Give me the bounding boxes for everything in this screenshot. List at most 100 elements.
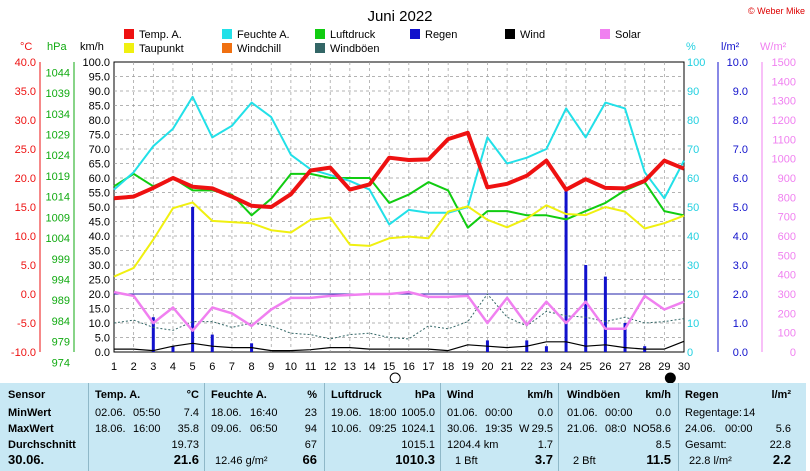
rain-bar <box>603 276 607 352</box>
wind-tick-label: 80.0 <box>89 115 110 127</box>
temp-tick-label: 40.0 <box>15 57 36 69</box>
stats-gust-bft: 2 Bft <box>573 455 596 467</box>
stats-rain-current: 2.2 <box>772 452 791 467</box>
stats-gust-unit: km/h <box>645 389 671 401</box>
pressure-axis-unit: hPa <box>47 41 67 53</box>
pressure-tick-label: 974 <box>52 357 70 369</box>
stats-wind-max-dir: W <box>519 423 530 435</box>
rain-bar <box>210 334 214 352</box>
stats-pressure-avg: 1015.1 <box>401 439 435 451</box>
wind-tick-label: 55.0 <box>89 188 110 200</box>
stats-temp-header: Temp. A. <box>95 389 141 401</box>
solar-tick-label: 400 <box>778 270 796 282</box>
legend-swatch-5 <box>600 29 610 39</box>
solar-tick-label: 1400 <box>772 76 796 88</box>
rain-tick-label: 8.0 <box>733 115 748 127</box>
legend-label-1: Feuchte A. <box>237 29 290 41</box>
copyright-text[interactable]: © Weber Mike <box>748 6 805 16</box>
stats-gust-max-dir: NO <box>633 423 650 435</box>
legend-swatch-8 <box>315 43 325 53</box>
chart-legend: Temp. A. Feuchte A. Luftdruck Regen Wind Sola… <box>124 29 641 55</box>
humidity-tick-label: 30 <box>687 260 699 272</box>
solar-tick-label: 500 <box>778 250 796 262</box>
solar-tick-label: 1500 <box>772 57 796 69</box>
rain-bar <box>564 189 568 352</box>
stats-pressure-max-time: 09:25 <box>369 423 397 435</box>
rain-bar <box>623 323 627 352</box>
day-tick-label: 4 <box>170 361 176 373</box>
day-tick-label: 23 <box>540 361 552 373</box>
temp-tick-label: 25.0 <box>15 144 36 156</box>
stats-temp-current: 21.6 <box>173 452 199 467</box>
stats-wind-min-date: 01.06. <box>447 407 478 419</box>
stats-pressure-column: Luftdruck hPa 19.06. 18:00 1005.0 10.06.… <box>324 383 441 471</box>
day-tick-label: 13 <box>344 361 356 373</box>
pressure-tick-label: 989 <box>52 295 70 307</box>
temp-tick-label: 10.0 <box>15 231 36 243</box>
stats-temp-column: Temp. A. °C 02.06. 05:50 7.4 18.06. 16:0… <box>88 383 205 471</box>
day-tick-label: 24 <box>560 361 572 373</box>
stats-wind-column: Wind km/h 01.06. 00:00 0.0 30.06. 19:35 … <box>440 383 559 471</box>
legend-label-6: Taupunkt <box>139 43 184 55</box>
legend-label-5: Solar <box>615 29 641 41</box>
temp-tick-label: -10.0 <box>11 347 36 359</box>
legend-swatch-4 <box>505 29 515 39</box>
temp-tick-label: 30.0 <box>15 115 36 127</box>
stats-humidity-max-time: 06:50 <box>250 423 278 435</box>
stats-wind-current: 3.7 <box>534 452 553 467</box>
wind-tick-label: 0.0 <box>95 347 110 359</box>
stats-temp-max-date: 18.06. <box>95 423 126 435</box>
stats-rain-total-label: Gesamt: <box>685 439 727 451</box>
stats-max-label: MaxWert <box>8 423 54 435</box>
stats-temp-avg: 19.73 <box>171 439 199 451</box>
series-line-wind <box>114 340 685 352</box>
day-tick-label: 10 <box>285 361 297 373</box>
humidity-tick-label: 20 <box>687 289 699 301</box>
pressure-tick-label: 984 <box>52 316 70 328</box>
solar-tick-label: 300 <box>778 289 796 301</box>
solar-axis-unit: W/m² <box>760 41 787 53</box>
day-tick-label: 20 <box>481 361 493 373</box>
humidity-tick-label: 60 <box>687 173 699 185</box>
wind-tick-label: 65.0 <box>89 159 110 171</box>
rain-tick-label: 1.0 <box>733 318 748 330</box>
day-tick-label: 16 <box>403 361 415 373</box>
wind-tick-label: 10.0 <box>89 318 110 330</box>
pressure-tick-label: 1039 <box>46 88 70 100</box>
solar-tick-label: 800 <box>778 192 796 204</box>
stats-rain-max: 5.6 <box>775 423 791 435</box>
rain-bar <box>544 346 548 352</box>
wind-axis-unit: km/h <box>80 41 104 53</box>
day-tick-label: 27 <box>619 361 631 373</box>
stats-wind-min: 0.0 <box>537 407 553 419</box>
stats-gust-min-time: 00:00 <box>605 407 633 419</box>
stats-rain-max-date: 24.06. <box>685 423 716 435</box>
wind-tick-label: 40.0 <box>89 231 110 243</box>
day-tick-label: 12 <box>324 361 336 373</box>
humidity-axis-unit: % <box>686 41 696 53</box>
legend-label-7: Windchill <box>237 43 281 55</box>
legend-label-0: Temp. A. <box>139 29 182 41</box>
temp-tick-label: 20.0 <box>15 173 36 185</box>
stats-wind-header: Wind <box>447 389 474 401</box>
day-tick-label: 8 <box>249 361 255 373</box>
pressure-tick-label: 1009 <box>46 212 70 224</box>
rain-tick-label: 5.0 <box>733 202 748 214</box>
legend-swatch-1 <box>222 29 232 39</box>
stats-gust-max-time: 08:0 <box>605 423 627 435</box>
pressure-tick-label: 1034 <box>46 109 70 121</box>
wind-tick-label: 25.0 <box>89 275 110 287</box>
legend-swatch-0 <box>124 29 134 39</box>
rain-tick-label: 0.0 <box>733 347 748 359</box>
stats-humidity-max: 94 <box>304 423 317 435</box>
pressure-tick-label: 999 <box>52 254 70 266</box>
day-tick-label: 30 <box>678 361 690 373</box>
wind-tick-label: 100.0 <box>82 57 110 69</box>
wind-tick-label: 30.0 <box>89 260 110 272</box>
stats-humidity-min: 23 <box>304 407 317 419</box>
stats-humidity-current: 66 <box>302 452 317 467</box>
wind-tick-label: 15.0 <box>89 304 110 316</box>
stats-wind-min-time: 00:00 <box>485 407 513 419</box>
chart-plot-area <box>113 95 685 352</box>
stats-humidity-min-time: 16:40 <box>250 407 278 419</box>
